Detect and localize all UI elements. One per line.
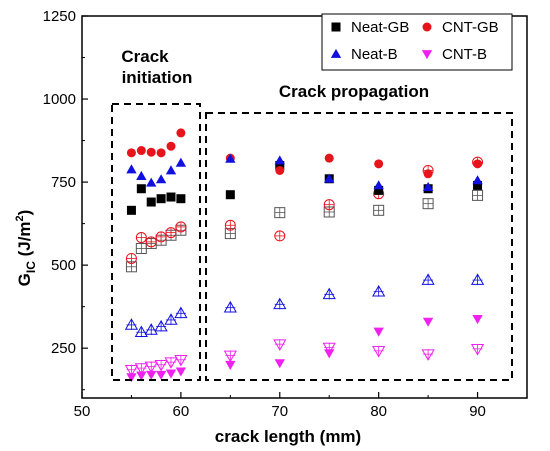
data-point xyxy=(472,315,483,325)
legend-marker xyxy=(421,50,433,60)
data-point xyxy=(423,169,433,179)
data-point xyxy=(156,148,166,158)
legend-item: Neat-GB xyxy=(331,19,409,36)
data-point xyxy=(155,174,167,184)
data-point xyxy=(176,128,186,138)
data-point xyxy=(275,160,285,170)
y-tick-label: 1250 xyxy=(43,8,76,25)
initiation-region-box xyxy=(111,103,201,381)
data-point xyxy=(126,148,136,158)
initiation-label-line1: Crack xyxy=(121,47,169,66)
data-point xyxy=(175,367,187,377)
data-point xyxy=(175,157,187,167)
legend: Neat-GB CNT-GB Neat-B CNT-B xyxy=(321,13,513,71)
data-point xyxy=(165,369,177,379)
data-point xyxy=(374,159,384,169)
y-tick-label: 750 xyxy=(51,174,76,191)
legend-label: CNT-B xyxy=(442,46,487,63)
data-point xyxy=(324,173,335,183)
data-point xyxy=(146,147,156,157)
data-point xyxy=(136,146,146,156)
x-tick-label: 60 xyxy=(173,403,190,420)
data-point xyxy=(324,153,334,163)
legend-label: Neat-B xyxy=(351,46,398,63)
series-1 xyxy=(126,128,483,179)
data-point xyxy=(146,197,156,207)
data-point xyxy=(274,155,285,165)
propagation-region-box xyxy=(205,112,513,381)
y-axis-title: GIC (J/m2) xyxy=(14,210,38,287)
legend-label: CNT-GB xyxy=(442,19,499,36)
legend-item: CNT-GB xyxy=(422,19,499,36)
series-6 xyxy=(124,273,485,338)
data-point xyxy=(422,317,434,327)
x-tick-label: 80 xyxy=(370,403,387,420)
data-point xyxy=(126,373,137,383)
y-axis-title-main: G xyxy=(15,273,34,286)
data-point xyxy=(374,185,384,195)
data-point xyxy=(472,175,483,185)
data-point xyxy=(473,180,483,190)
data-point xyxy=(473,159,483,169)
data-point xyxy=(146,177,157,187)
y-tick-label: 1000 xyxy=(43,91,76,108)
data-point xyxy=(225,190,235,200)
data-point xyxy=(146,370,157,380)
data-point xyxy=(136,170,147,180)
axes-frame xyxy=(81,15,528,399)
series-3 xyxy=(126,315,483,383)
data-point xyxy=(155,370,167,380)
y-axis-title-close: ) xyxy=(15,210,34,216)
legend-item: CNT-B xyxy=(421,46,487,63)
data-point xyxy=(126,164,137,174)
y-axis-title-superscript: 2 xyxy=(14,215,26,221)
data-point xyxy=(373,327,384,337)
data-point xyxy=(373,180,384,190)
plot-area: 50 60 70 80 90 250 500 750 1000 1250 xyxy=(43,8,528,420)
data-point xyxy=(165,165,177,175)
data-point xyxy=(136,371,147,381)
x-axis-title: crack length (mm) xyxy=(215,427,361,446)
data-point xyxy=(166,141,176,151)
series-2 xyxy=(126,153,483,191)
legend-box xyxy=(321,13,513,71)
propagation-label: Crack propagation xyxy=(279,82,429,101)
x-tick-label: 90 xyxy=(469,403,486,420)
legend-item: Neat-B xyxy=(330,46,398,63)
data-point xyxy=(324,349,335,359)
legend-marker xyxy=(331,22,341,32)
legend-label: Neat-GB xyxy=(351,19,409,36)
legend-marker xyxy=(422,22,432,32)
data-point xyxy=(275,165,285,175)
data-point xyxy=(422,181,434,191)
y-axis-title-subscript: IC xyxy=(24,261,38,273)
legend-marker xyxy=(330,48,342,58)
x-tick-label: 70 xyxy=(271,403,288,420)
y-tick-label: 250 xyxy=(51,340,76,357)
data-point xyxy=(156,194,166,204)
x-tick-label: 50 xyxy=(74,403,91,420)
data-point xyxy=(136,184,146,194)
data-point xyxy=(176,194,186,204)
data-point xyxy=(166,192,176,202)
y-axis-title-unit: (J/m xyxy=(15,221,34,261)
data-point xyxy=(274,359,285,369)
y-tick-label: 500 xyxy=(51,257,76,274)
series-7 xyxy=(124,339,485,377)
data-point xyxy=(126,205,136,215)
data-point xyxy=(225,360,236,370)
data-point xyxy=(225,153,236,163)
initiation-label-line2: initiation xyxy=(122,68,193,87)
